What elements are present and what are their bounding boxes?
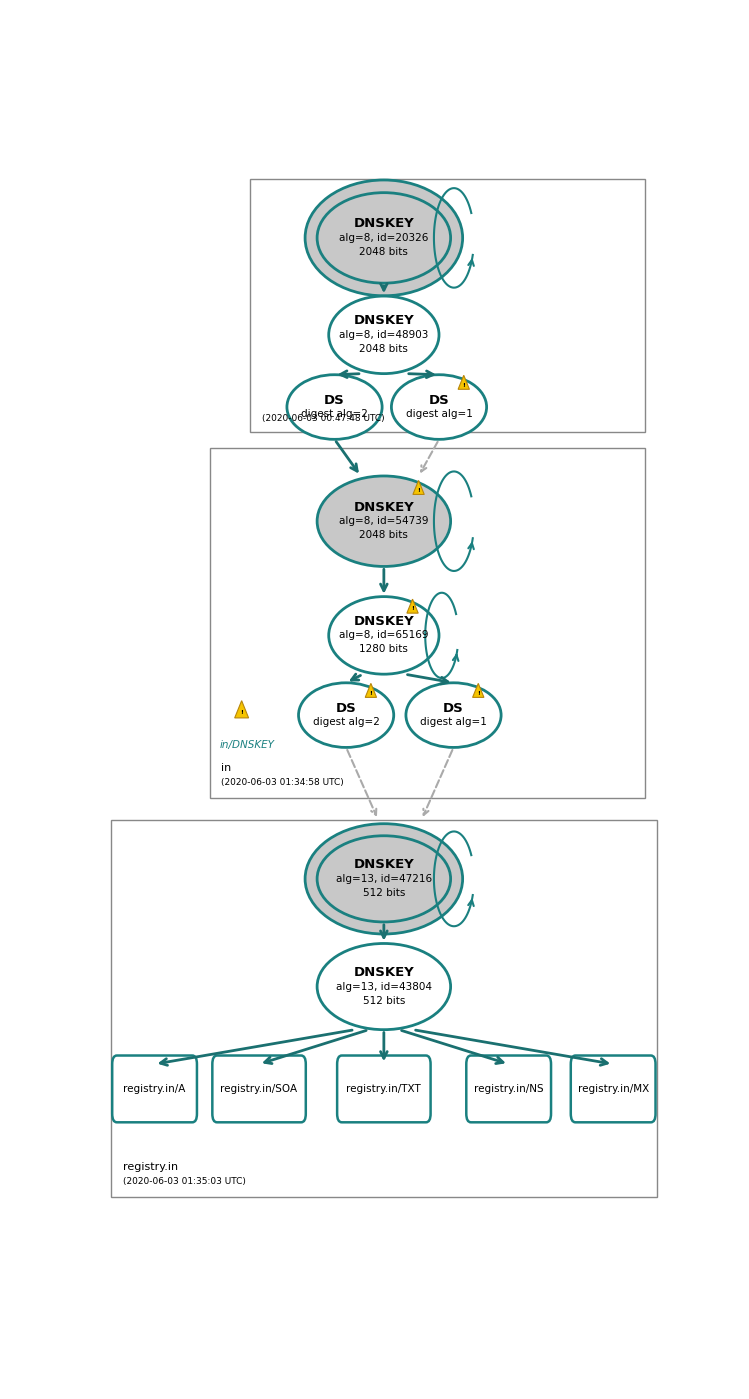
Text: alg=13, id=43804: alg=13, id=43804 [336,982,432,992]
Text: registry.in/NS: registry.in/NS [474,1084,544,1094]
Text: DS: DS [428,393,449,407]
Bar [111,820,657,1196]
Text: DNSKEY: DNSKEY [354,859,414,872]
Text: !: ! [411,606,414,611]
Text: !: ! [369,691,372,695]
FancyBboxPatch shape [337,1055,431,1122]
Text: DNSKEY: DNSKEY [354,217,414,231]
Text: DNSKEY: DNSKEY [354,501,414,513]
Text: alg=8, id=20326: alg=8, id=20326 [339,232,428,243]
Text: digest alg=2: digest alg=2 [301,409,368,420]
Text: digest alg=2: digest alg=2 [312,718,380,727]
Text: 2048 bits: 2048 bits [360,530,408,540]
FancyBboxPatch shape [112,1055,197,1122]
Text: alg=8, id=65169: alg=8, id=65169 [339,631,428,641]
Polygon shape [366,683,377,697]
Text: (2020-06-03 00:47:48 UTC): (2020-06-03 00:47:48 UTC) [262,414,384,422]
Text: registry.in/MX: registry.in/MX [577,1084,649,1094]
Ellipse shape [406,683,501,747]
Text: DNSKEY: DNSKEY [354,315,414,327]
Polygon shape [407,599,418,613]
Text: alg=8, id=54739: alg=8, id=54739 [339,516,428,526]
Text: in: in [222,762,231,774]
Text: !: ! [462,382,465,388]
Text: registry.in/TXT: registry.in/TXT [347,1084,421,1094]
Polygon shape [458,375,470,389]
FancyBboxPatch shape [571,1055,655,1122]
Text: 1280 bits: 1280 bits [360,645,408,655]
Text: DS: DS [443,702,464,715]
Text: DS: DS [324,393,345,407]
Text: 512 bits: 512 bits [363,888,405,898]
Text: 2048 bits: 2048 bits [360,246,408,257]
Ellipse shape [305,824,463,935]
Text: registry.in/SOA: registry.in/SOA [220,1084,297,1094]
Ellipse shape [329,596,439,674]
Ellipse shape [329,297,439,374]
Text: !: ! [417,488,420,492]
Ellipse shape [299,683,394,747]
Text: !: ! [240,711,243,715]
Polygon shape [413,480,424,494]
Text: 2048 bits: 2048 bits [360,344,408,354]
Ellipse shape [317,835,451,922]
Polygon shape [473,683,484,697]
FancyBboxPatch shape [212,1055,306,1122]
Text: !: ! [477,691,479,695]
Ellipse shape [287,375,382,439]
Text: in/DNSKEY: in/DNSKEY [220,740,275,750]
Polygon shape [234,701,249,718]
Bar [210,448,645,797]
Text: (2020-06-03 01:35:03 UTC): (2020-06-03 01:35:03 UTC) [123,1177,246,1186]
Text: DNSKEY: DNSKEY [354,616,414,628]
Ellipse shape [317,476,451,567]
Text: digest alg=1: digest alg=1 [420,718,487,727]
Ellipse shape [317,943,451,1030]
Text: 512 bits: 512 bits [363,996,405,1006]
FancyBboxPatch shape [467,1055,551,1122]
Text: alg=8, id=48903: alg=8, id=48903 [339,330,428,340]
Text: DNSKEY: DNSKEY [354,967,414,979]
Text: alg=13, id=47216: alg=13, id=47216 [336,874,432,884]
Ellipse shape [317,193,451,283]
Text: registry.in: registry.in [123,1161,178,1172]
Ellipse shape [392,375,487,439]
Text: DS: DS [336,702,357,715]
Text: digest alg=1: digest alg=1 [405,409,473,420]
Text: registry.in/A: registry.in/A [124,1084,186,1094]
Text: (2020-06-03 01:34:58 UTC): (2020-06-03 01:34:58 UTC) [222,778,344,788]
Ellipse shape [305,180,463,295]
Bar [250,179,645,432]
